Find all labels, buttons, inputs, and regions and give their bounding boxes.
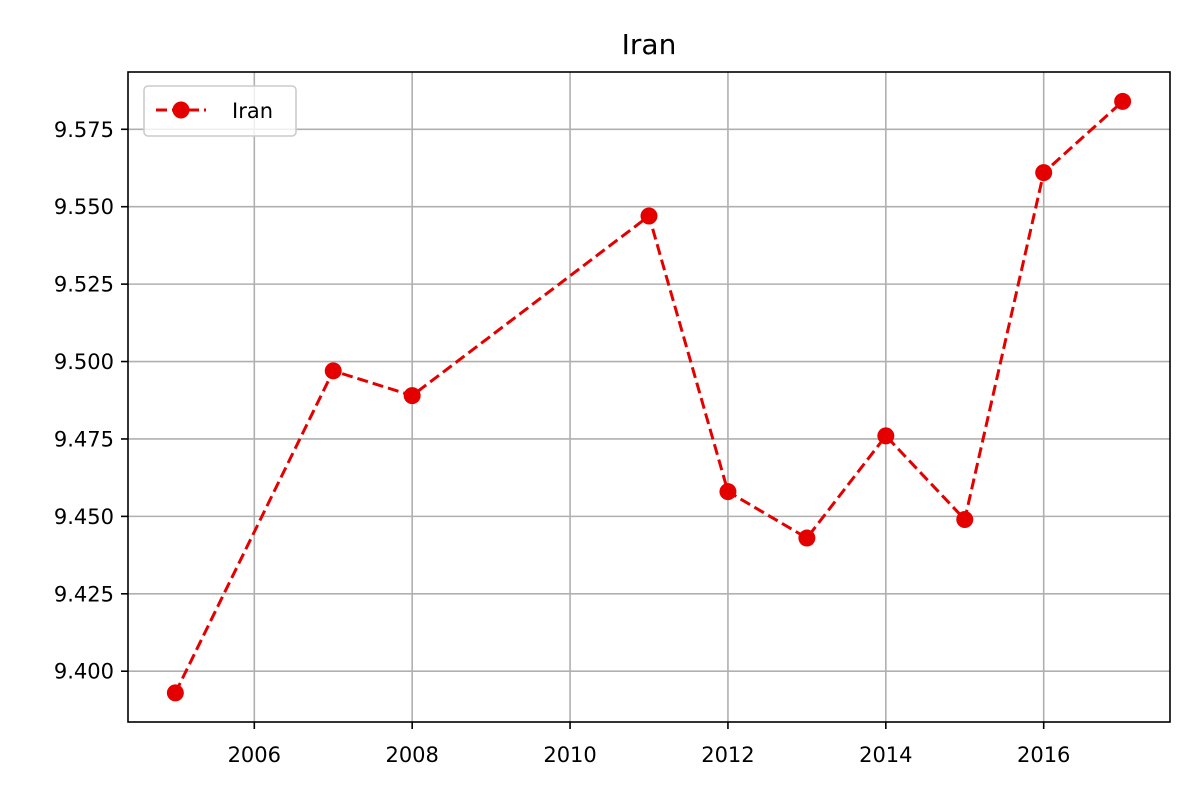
legend-marker xyxy=(172,101,190,119)
data-point xyxy=(1114,92,1132,110)
x-tick-label: 2010 xyxy=(543,743,596,767)
data-point xyxy=(640,207,658,225)
data-point xyxy=(719,483,737,501)
legend-label-iran: Iran xyxy=(232,99,273,123)
data-point xyxy=(403,387,421,405)
series-layer xyxy=(166,92,1132,702)
chart-title: Iran xyxy=(622,28,677,61)
data-point xyxy=(877,427,895,445)
y-tick-label: 9.575 xyxy=(54,118,114,142)
data-point xyxy=(166,684,184,702)
data-point xyxy=(324,362,342,380)
y-tick-label: 9.525 xyxy=(54,273,114,297)
y-tick-label: 9.400 xyxy=(54,660,114,684)
x-tick-label: 2012 xyxy=(701,743,754,767)
y-tick-label: 9.425 xyxy=(54,582,114,606)
data-point xyxy=(956,510,974,528)
y-tick-label: 9.500 xyxy=(54,350,114,374)
y-tick-label: 9.550 xyxy=(54,195,114,219)
y-axis: 9.400 9.425 9.450 9.475 9.500 9.525 9.550 9.575 xyxy=(54,118,128,684)
legend: Iran xyxy=(143,85,297,137)
x-tick-label: 2006 xyxy=(228,743,281,767)
x-tick-label: 2008 xyxy=(385,743,438,767)
data-point xyxy=(1035,164,1053,182)
legend-box xyxy=(143,85,297,137)
x-tick-label: 2014 xyxy=(859,743,912,767)
x-tick-label: 2016 xyxy=(1017,743,1070,767)
series-line-iran xyxy=(174,100,1124,694)
y-tick-label: 9.475 xyxy=(54,427,114,451)
plot-frame xyxy=(127,71,1171,723)
grid xyxy=(128,72,1170,722)
x-axis: 2006 2008 2010 2012 2014 2016 xyxy=(228,722,1070,767)
y-tick-label: 9.450 xyxy=(54,505,114,529)
data-point xyxy=(798,529,816,547)
